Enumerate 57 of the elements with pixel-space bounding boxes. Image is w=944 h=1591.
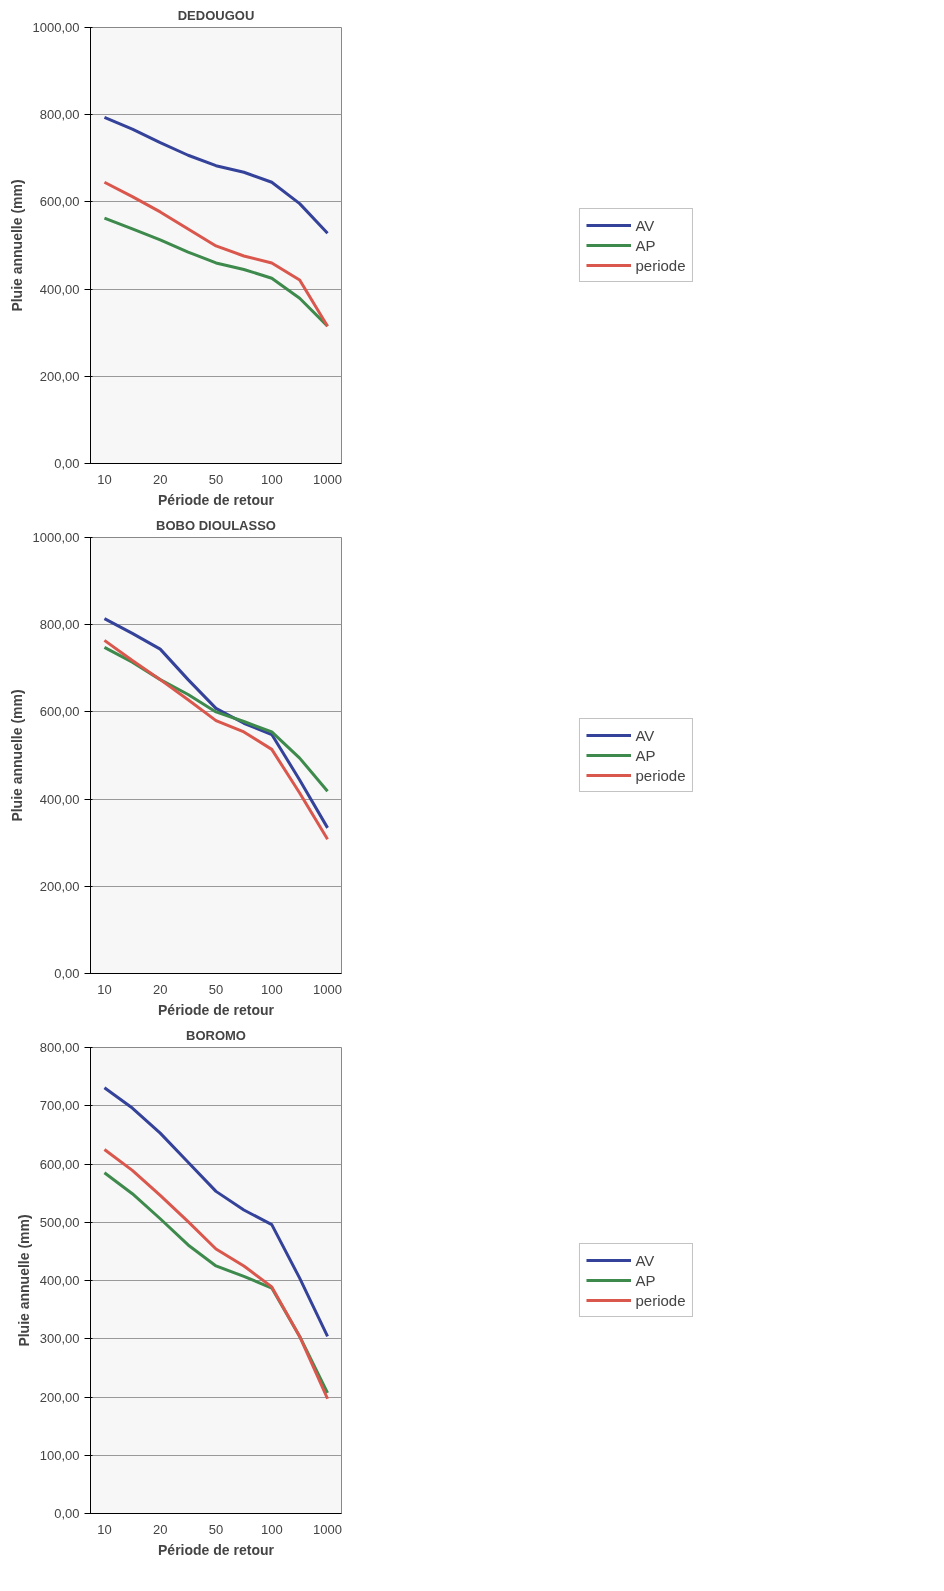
y-tick-label: 0,00 <box>54 966 80 981</box>
x-tick-label: 20 <box>152 1521 168 1537</box>
legend-label: AP <box>635 236 656 254</box>
legend-label: AV <box>635 726 656 744</box>
legend-label: AV <box>635 216 656 234</box>
y-tick-label: 800,00 <box>39 617 80 633</box>
chart-title: DEDOUGOU <box>177 7 255 23</box>
x-tick-label: 50 <box>208 1521 224 1537</box>
line-series <box>102 1086 330 1338</box>
line-series <box>102 180 330 328</box>
legend-label: periode <box>635 1291 686 1309</box>
line-series <box>102 115 330 235</box>
y-tick-label: 700,00 <box>39 1098 80 1114</box>
chart-title: BOROMO <box>186 1027 246 1043</box>
y-axis-title: Pluie annuelle (mm) <box>15 1214 32 1347</box>
x-tick-label: 50 <box>208 981 224 997</box>
y-tick-label: 0,00 <box>54 456 80 471</box>
y-tick-label: 600,00 <box>39 704 80 720</box>
x-tick-label: 10 <box>97 471 112 487</box>
y-tick-label: 1000,00 <box>32 530 80 545</box>
x-axis-title: Période de retour <box>158 1001 275 1018</box>
y-tick-label: 0,00 <box>54 1506 80 1521</box>
y-tick-label: 800,00 <box>39 1040 80 1055</box>
x-tick-label: 50 <box>208 471 224 487</box>
y-tick-label: 200,00 <box>39 368 80 384</box>
legend-label: AV <box>635 1251 656 1269</box>
x-tick-label: 10 <box>97 1521 112 1537</box>
y-tick-label: 200,00 <box>39 878 80 894</box>
y-axis-title: Pluie annuelle (mm) <box>8 179 25 312</box>
y-tick-label: 500,00 <box>39 1214 80 1230</box>
y-axis-title: Pluie annuelle (mm) <box>8 689 25 822</box>
x-tick-label: 100 <box>260 1521 283 1537</box>
x-tick-label: 1000 <box>313 471 343 487</box>
x-tick-label: 1000 <box>313 1521 343 1537</box>
y-tick-label: 1000,00 <box>32 20 80 35</box>
y-tick-label: 600,00 <box>39 1156 80 1172</box>
legend-label: AP <box>635 746 656 764</box>
y-tick-label: 100,00 <box>39 1447 80 1463</box>
x-tick-label: 20 <box>152 471 168 487</box>
x-axis-title: Période de retour <box>158 1541 275 1558</box>
x-tick-label: 1000 <box>313 981 343 997</box>
y-tick-label: 400,00 <box>39 791 80 807</box>
y-tick-label: 200,00 <box>39 1389 80 1405</box>
legend-label: periode <box>635 256 686 274</box>
y-tick-label: 400,00 <box>39 281 80 297</box>
x-axis-title: Période de retour <box>158 491 275 508</box>
x-tick-label: 100 <box>260 981 283 997</box>
y-tick-label: 600,00 <box>39 194 80 210</box>
legend-label: AP <box>635 1271 656 1289</box>
chart-title: BOBO DIOULASSO <box>156 517 276 533</box>
x-tick-label: 10 <box>97 981 112 997</box>
y-tick-label: 300,00 <box>39 1331 80 1347</box>
x-tick-label: 100 <box>260 471 283 487</box>
y-tick-label: 400,00 <box>39 1273 80 1288</box>
y-tick-label: 800,00 <box>39 107 80 123</box>
x-tick-label: 20 <box>152 981 168 997</box>
legend-label: periode <box>635 766 686 784</box>
